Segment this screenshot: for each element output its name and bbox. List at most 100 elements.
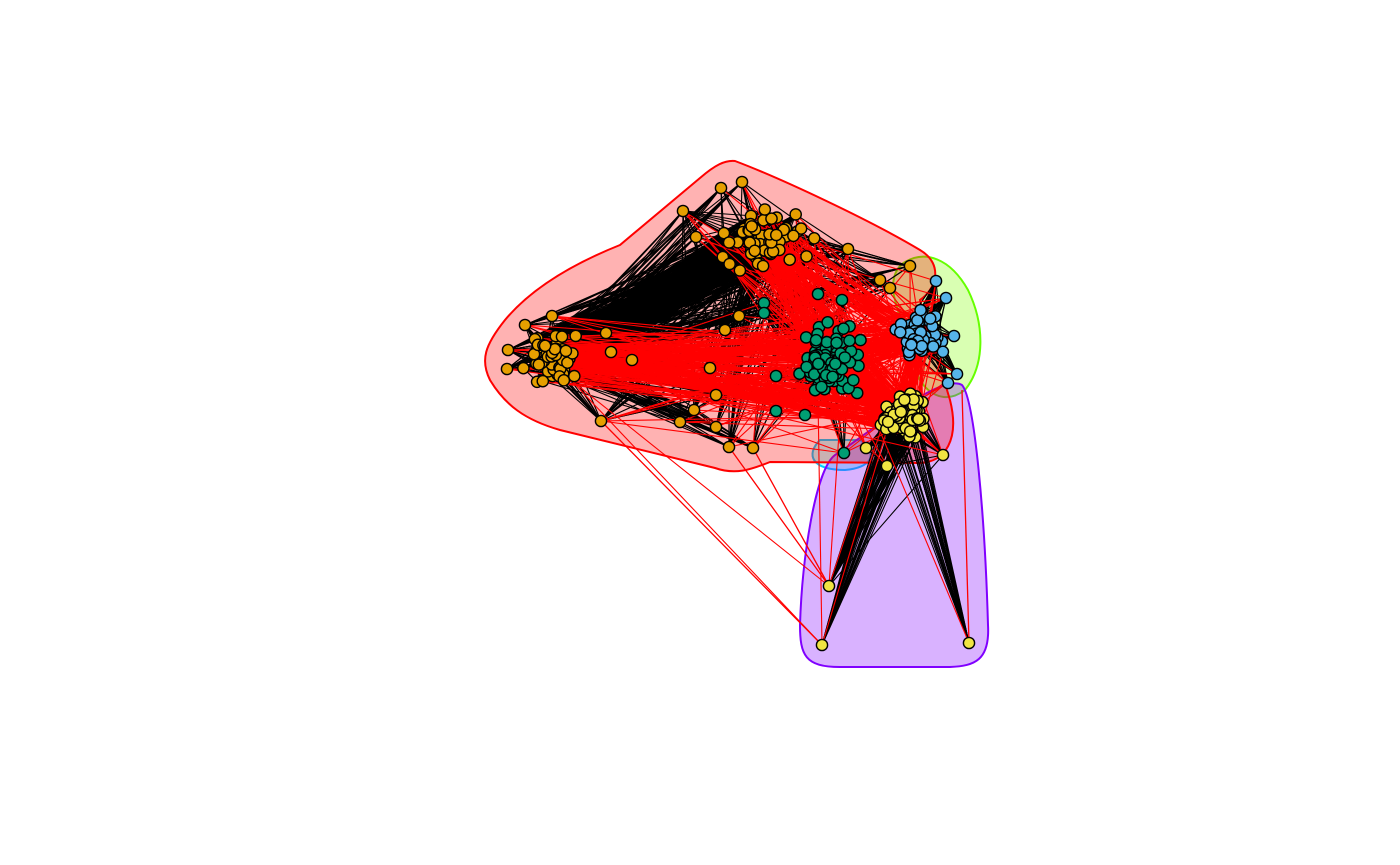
node-orange	[687, 403, 701, 417]
edge-between	[562, 348, 894, 429]
node-blue	[915, 339, 929, 353]
node-green	[812, 357, 825, 371]
edge-within	[552, 181, 743, 359]
node-orange	[783, 253, 797, 267]
node-orange	[765, 212, 778, 225]
node-green	[798, 408, 812, 422]
edge-within	[554, 210, 684, 350]
edge-within	[573, 375, 602, 422]
node-green	[843, 334, 856, 348]
edge-between	[552, 375, 777, 412]
node-orange	[689, 230, 703, 244]
node-orange	[501, 343, 515, 357]
node-yellow	[912, 412, 925, 426]
node-orange	[568, 369, 581, 383]
edge-within	[507, 223, 751, 351]
edge-within	[888, 420, 970, 644]
edge-between	[728, 371, 811, 448]
node-yellow	[822, 579, 836, 593]
node-blue	[947, 329, 961, 343]
edge-within	[896, 415, 970, 644]
node-green	[800, 360, 813, 374]
node-orange	[800, 250, 813, 263]
node-orange	[703, 361, 717, 375]
node-orange	[756, 259, 770, 273]
edge-between	[545, 336, 807, 347]
edge-between	[600, 420, 823, 646]
node-orange	[789, 208, 803, 221]
edge-between	[545, 357, 811, 377]
node-orange	[722, 440, 736, 454]
edge-between	[562, 373, 830, 587]
node-green	[854, 333, 867, 347]
node-green	[821, 315, 835, 329]
node-yellow	[894, 405, 908, 419]
edge-within	[935, 280, 943, 342]
node-orange	[717, 226, 731, 240]
graph-nodes	[500, 175, 976, 652]
node-yellow	[880, 459, 894, 473]
node-green	[830, 336, 843, 350]
node-orange	[732, 309, 746, 323]
node-orange	[517, 361, 530, 375]
node-orange	[714, 181, 728, 195]
edge-between	[752, 312, 765, 449]
node-blue	[923, 312, 937, 325]
node-orange	[723, 257, 736, 271]
node-green	[815, 380, 828, 394]
node-yellow	[936, 448, 950, 462]
node-orange	[500, 362, 514, 376]
edge-within	[551, 232, 725, 317]
edge-between	[557, 366, 944, 456]
node-orange	[709, 388, 723, 402]
node-orange	[733, 264, 747, 277]
node-green	[847, 373, 860, 387]
node-orange	[903, 259, 917, 273]
edge-within	[821, 437, 916, 646]
node-blue	[936, 345, 950, 359]
edge-within	[910, 417, 970, 644]
node-orange	[770, 228, 783, 242]
node-blue	[894, 325, 907, 339]
node-orange	[532, 358, 546, 371]
edge-between	[764, 250, 845, 454]
node-orange	[748, 244, 762, 258]
edge-between	[537, 344, 837, 362]
node-yellow	[859, 441, 873, 455]
edge-between	[693, 409, 885, 422]
node-orange	[709, 420, 723, 434]
edge-within	[911, 404, 970, 644]
edge-within	[884, 418, 970, 644]
node-blue	[950, 367, 964, 381]
edge-between	[922, 351, 944, 419]
node-orange	[841, 242, 855, 256]
node-blue	[914, 303, 927, 317]
edge-within	[828, 420, 890, 587]
node-green	[769, 369, 783, 383]
node-orange	[718, 323, 732, 337]
edge-between	[824, 388, 888, 427]
node-blue	[939, 291, 953, 305]
node-green	[837, 322, 850, 336]
edge-between	[551, 363, 887, 408]
edge-between	[826, 297, 947, 343]
node-blue	[911, 314, 924, 327]
node-green	[838, 351, 852, 364]
node-orange	[807, 231, 821, 245]
edge-within	[720, 187, 725, 234]
edge-between	[552, 375, 910, 420]
edge-within	[821, 403, 917, 646]
node-orange	[758, 203, 772, 216]
edge-within	[537, 225, 752, 346]
edge-between	[600, 420, 845, 454]
node-orange	[599, 326, 613, 340]
edge-between	[546, 354, 823, 646]
edge-within	[828, 431, 911, 587]
node-blue	[905, 338, 918, 352]
node-orange	[555, 330, 569, 344]
edge-between	[605, 332, 924, 341]
node-orange	[545, 309, 559, 323]
edge-within	[821, 404, 900, 646]
edge-within	[821, 401, 924, 646]
